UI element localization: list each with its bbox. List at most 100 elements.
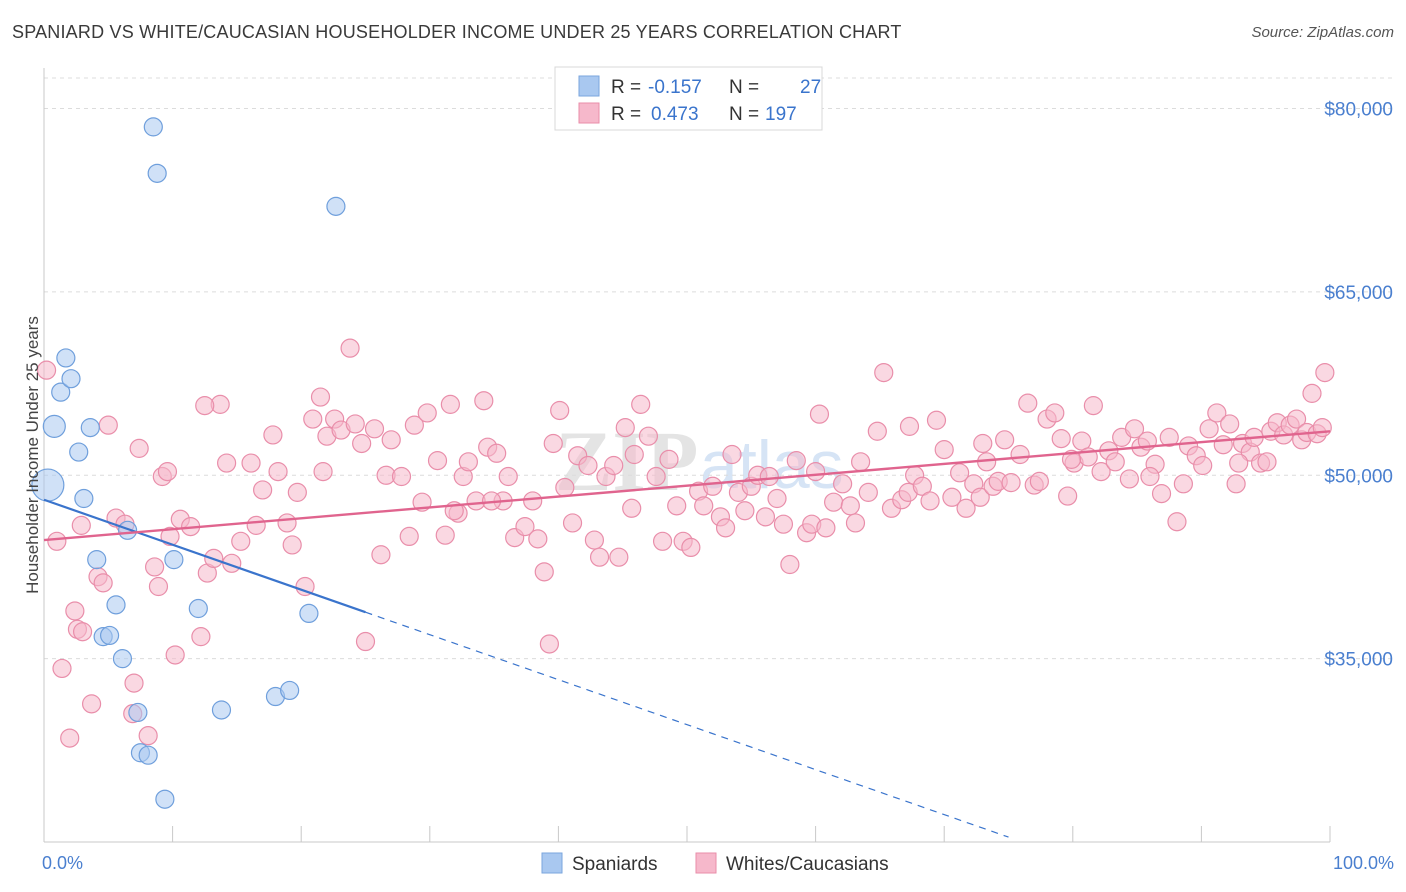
data-point <box>995 430 1015 450</box>
data-point <box>60 728 80 748</box>
y-tick-label: $65,000 <box>1324 283 1393 304</box>
data-point <box>523 491 543 511</box>
y-tick-label: $35,000 <box>1324 650 1393 671</box>
legend-n-label-2: N = <box>729 104 759 125</box>
data-point <box>345 414 365 434</box>
data-point <box>435 525 455 545</box>
data-point <box>1226 474 1246 494</box>
data-point <box>47 531 67 551</box>
data-point <box>498 466 518 487</box>
legend-r-label-1: R = <box>611 77 641 98</box>
data-point <box>164 550 184 570</box>
trend-line-whites <box>43 430 1331 542</box>
data-point <box>191 627 211 647</box>
data-point <box>1315 362 1335 383</box>
series-whites-points <box>36 338 1335 748</box>
data-point <box>1029 471 1049 491</box>
y-tick-label: $50,000 <box>1324 466 1393 487</box>
data-point <box>631 394 651 414</box>
data-point <box>364 419 385 439</box>
data-point <box>1207 403 1227 423</box>
data-point <box>1091 462 1111 482</box>
data-point <box>371 545 391 565</box>
data-point <box>74 488 94 509</box>
data-point <box>404 415 424 435</box>
data-point <box>69 442 89 462</box>
data-point <box>427 451 448 471</box>
data-point <box>326 196 346 216</box>
data-point <box>246 515 266 535</box>
data-point <box>71 515 91 535</box>
bottom-legend-whites: Whites/Caucasians <box>726 854 889 875</box>
data-point <box>755 507 776 527</box>
data-point <box>681 537 701 558</box>
data-point <box>899 416 920 436</box>
data-point <box>1159 427 1179 447</box>
data-point <box>1058 486 1078 506</box>
data-point <box>550 400 570 421</box>
data-point <box>381 430 401 450</box>
bottom-legend-swatch-spaniards <box>541 852 563 874</box>
data-point <box>1119 469 1139 489</box>
legend-swatch-spaniards <box>578 75 600 97</box>
data-point <box>816 518 836 538</box>
data-point <box>809 404 830 424</box>
data-point <box>1213 435 1233 455</box>
y-axis-label: Householder Income Under 25 years <box>23 316 42 594</box>
data-point <box>840 496 860 516</box>
data-point <box>143 117 163 137</box>
data-point <box>659 449 679 469</box>
data-point <box>112 649 133 669</box>
legend-n-value-1: 27 <box>800 77 821 98</box>
data-point <box>1105 452 1125 472</box>
data-point <box>211 700 232 720</box>
data-point <box>1045 403 1065 423</box>
data-point <box>310 387 331 407</box>
data-point <box>703 476 723 496</box>
trend-line-spaniards-extrapolated <box>365 611 1009 838</box>
data-point <box>578 455 598 476</box>
data-point <box>440 394 460 414</box>
data-point <box>165 645 185 665</box>
data-point <box>117 520 138 540</box>
data-point <box>138 745 158 765</box>
data-point <box>956 498 976 518</box>
data-point <box>280 680 300 701</box>
data-point <box>124 673 144 693</box>
data-point <box>56 348 76 368</box>
data-point <box>1151 484 1172 504</box>
data-point <box>950 463 970 483</box>
data-point <box>313 462 333 482</box>
data-point <box>295 576 315 597</box>
data-point <box>352 433 372 454</box>
series-spaniards-points <box>31 117 346 809</box>
data-point <box>417 403 437 423</box>
data-point <box>622 498 642 518</box>
data-point <box>515 517 535 537</box>
data-point <box>786 451 806 471</box>
data-point <box>399 526 419 547</box>
data-point <box>157 462 178 482</box>
bottom-legend-swatch-whites <box>695 852 717 874</box>
data-point <box>543 433 563 454</box>
data-point <box>1061 449 1082 469</box>
data-point <box>1229 453 1249 473</box>
y-tick-labels: $35,000 $50,000 $65,000 $80,000 <box>1324 100 1393 671</box>
data-point <box>1220 414 1240 434</box>
data-point <box>61 369 81 389</box>
data-point <box>528 529 548 549</box>
data-point <box>253 480 273 500</box>
data-point <box>845 513 866 533</box>
data-point <box>1018 393 1038 413</box>
data-point <box>277 513 297 533</box>
data-point <box>584 530 605 550</box>
data-point <box>694 496 714 516</box>
data-point <box>241 453 261 473</box>
data-point <box>1286 409 1307 429</box>
data-point <box>874 362 894 383</box>
data-point <box>160 526 180 547</box>
data-point <box>458 452 478 472</box>
data-point <box>268 462 288 482</box>
bottom-legend-spaniards: Spaniards <box>572 854 658 875</box>
